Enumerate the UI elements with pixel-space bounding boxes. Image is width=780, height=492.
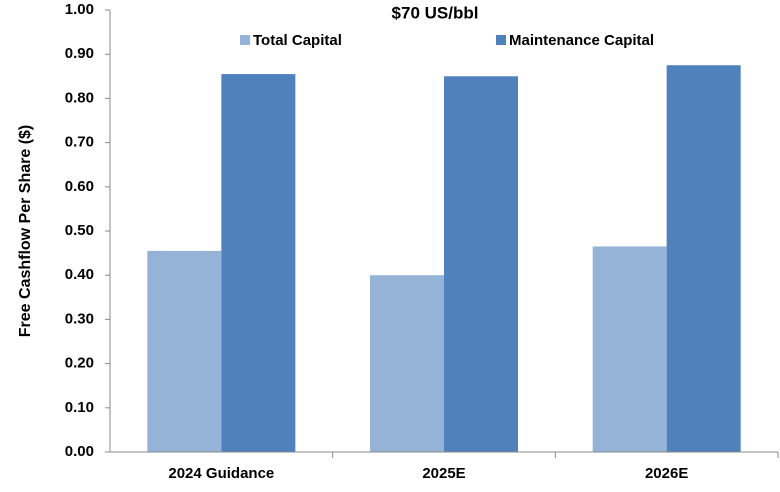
legend-swatch — [496, 35, 506, 45]
y-tick-label: 0.50 — [65, 222, 94, 239]
y-tick-label: 0.00 — [65, 443, 94, 460]
y-tick-label: 0.70 — [65, 134, 94, 151]
y-tick-label: 0.40 — [65, 266, 94, 283]
bar — [370, 275, 444, 452]
y-tick-label: 1.00 — [65, 1, 94, 18]
y-tick-label: 0.10 — [65, 399, 94, 416]
bar — [221, 74, 296, 452]
bar — [592, 246, 667, 452]
legend-label: Total Capital — [253, 32, 342, 49]
y-tick-label: 0.20 — [65, 355, 94, 372]
bar — [444, 76, 518, 453]
y-tick-label: 0.80 — [65, 89, 94, 106]
bar — [147, 250, 222, 452]
bar — [666, 65, 741, 452]
chart-title: $70 US/bbl — [392, 3, 479, 22]
x-tick-label: 2025E — [422, 465, 465, 482]
x-tick-label: 2024 Guidance — [168, 465, 274, 482]
y-tick-label: 0.60 — [65, 178, 94, 195]
legend-swatch — [240, 35, 250, 45]
y-tick-label: 0.90 — [65, 45, 94, 62]
legend-label: Maintenance Capital — [509, 32, 654, 49]
x-tick-label: 2026E — [645, 465, 688, 482]
y-axis-label: Free Cashflow Per Share ($) — [17, 125, 34, 338]
y-tick-label: 0.30 — [65, 310, 94, 327]
